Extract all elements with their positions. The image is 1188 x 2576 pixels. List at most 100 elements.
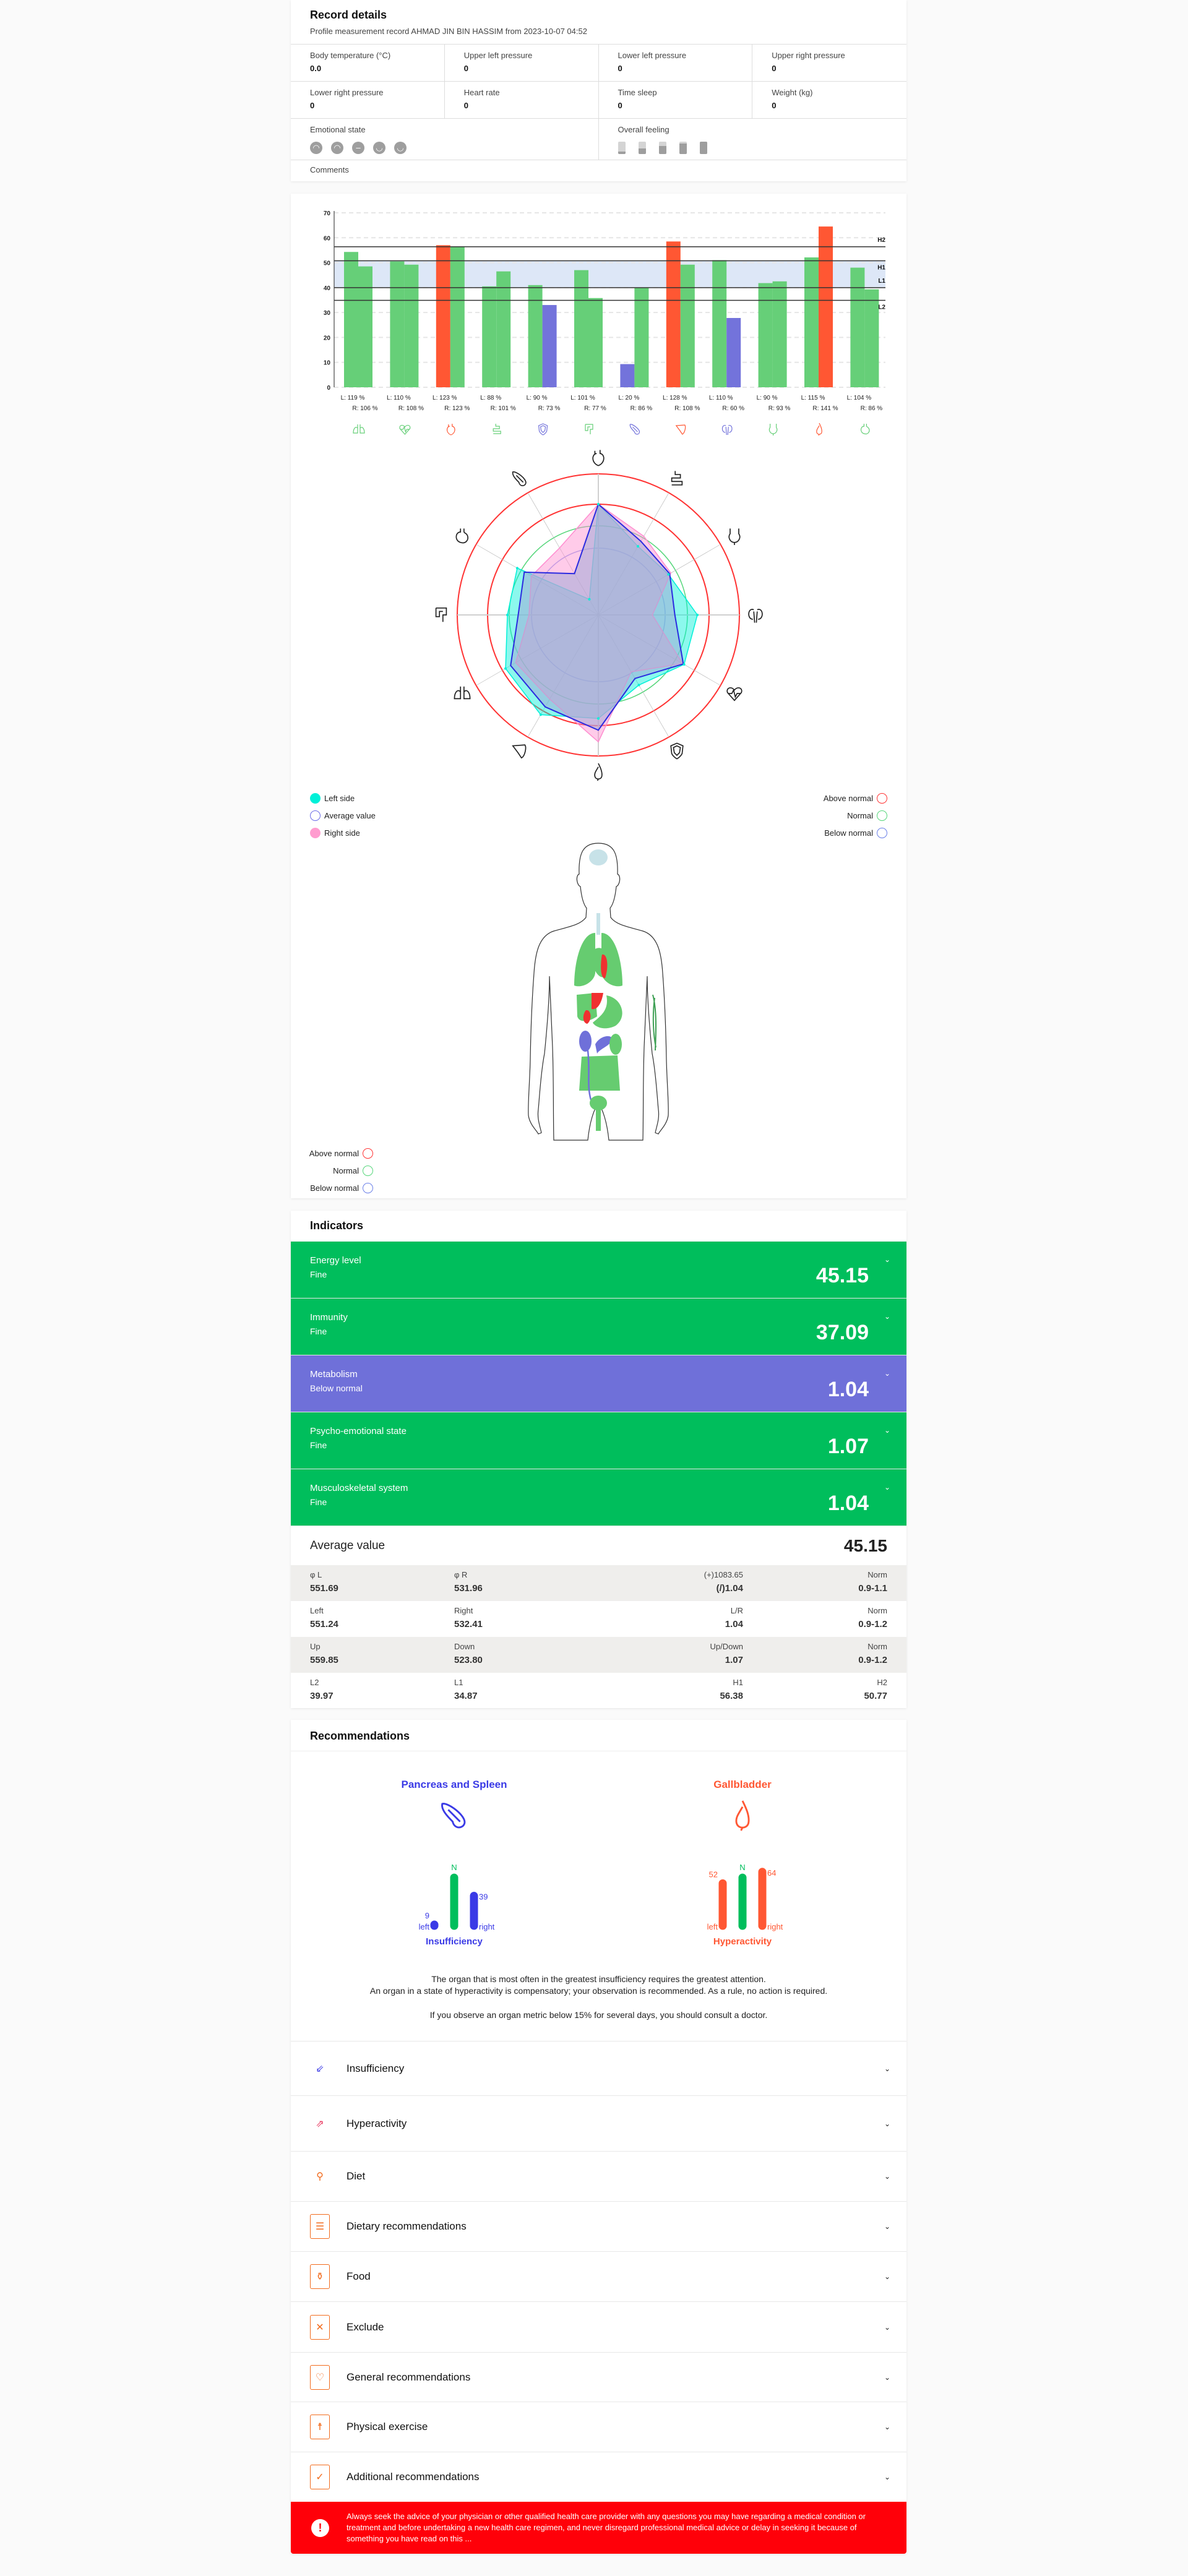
left-value: 52	[709, 1870, 718, 1879]
left-lung-organ	[574, 933, 595, 987]
smile-face-icon[interactable]: ◡	[373, 142, 385, 154]
stats-cell: L2 39.97	[310, 1678, 454, 1704]
average-value: 45.15	[843, 1535, 887, 1555]
chevron-down-icon[interactable]: ⌄	[884, 2322, 890, 2332]
pancreas-icon-path	[441, 1803, 466, 1829]
indicator-row[interactable]: Psycho-emotional state Fine 1.07 ⌄	[291, 1412, 906, 1469]
bar-right-label: R: 101 %	[491, 405, 516, 412]
stats-cell: Norm 0.9-1.2	[743, 1642, 887, 1668]
stats-value: 551.69	[310, 1583, 338, 1594]
left-label: left	[707, 1922, 718, 1931]
accordion-additional-recommendations[interactable]: ✓ Additional recommendations ⌄	[291, 2452, 906, 2502]
stats-value: 56.38	[720, 1691, 743, 1701]
lungs-icon	[454, 686, 471, 700]
field-value: 0	[772, 64, 777, 73]
trachea-organ	[596, 913, 600, 935]
indicator-row[interactable]: Energy level Fine 45.15 ⌄	[291, 1242, 906, 1299]
neutral-face-icon[interactable]: –	[352, 142, 364, 154]
chevron-down-icon[interactable]: ⌄	[884, 1483, 890, 1492]
bar-r	[450, 247, 465, 387]
accordion-hyperactivity[interactable]: ⇗ Hyperactivity ⌄	[291, 2095, 906, 2151]
very-sad-face-icon[interactable]: ◠	[310, 142, 322, 154]
radar-left-point	[597, 717, 600, 720]
legend-label: Below normal	[310, 1183, 359, 1193]
stats-label: Right	[454, 1606, 473, 1615]
field-value: 0	[310, 101, 315, 110]
bar-l	[528, 285, 543, 387]
accordion-exclude[interactable]: ✕ Exclude ⌄	[291, 2301, 906, 2352]
bar-left-label: L: 90 %	[527, 395, 548, 401]
accordion-physical-exercise[interactable]: ☨ Physical exercise ⌄	[291, 2402, 906, 2452]
radar-left-point	[682, 663, 686, 666]
battery-level-icon[interactable]	[699, 142, 707, 154]
chevron-down-icon[interactable]: ⌄	[884, 2473, 890, 2481]
sad-face-icon[interactable]: ◠	[331, 142, 343, 154]
bar-left-label: L: 110 %	[709, 395, 733, 401]
battery-level-icon[interactable]	[658, 142, 666, 154]
heart-rate-icon-path	[726, 687, 742, 702]
battery-level-icon[interactable]	[679, 142, 687, 154]
chevron-down-icon[interactable]: ⌄	[884, 2119, 890, 2128]
field-label: Upper left pressure	[463, 51, 533, 60]
pancreas-icon	[512, 471, 527, 486]
battery-level-icon[interactable]	[618, 142, 626, 154]
y-tick-label: 20	[324, 335, 331, 341]
pancreas-organ	[595, 1036, 613, 1054]
happy-face-icon[interactable]: ◡	[394, 142, 407, 154]
above-normal-swatch	[877, 792, 887, 804]
heart-rate-icon	[726, 687, 742, 702]
indicator-name: Musculoskeletal system	[310, 1483, 408, 1493]
chevron-down-icon[interactable]: ⌄	[884, 1255, 890, 1264]
chevron-down-icon[interactable]: ⌄	[884, 2222, 890, 2231]
stats-value: 39.97	[310, 1691, 334, 1701]
bar-right-label: R: 93 %	[768, 405, 791, 412]
field-value: 0.0	[310, 64, 322, 73]
accordion-insufficiency[interactable]: ⇙ Insufficiency ⌄	[291, 2041, 906, 2095]
chevron-down-icon[interactable]: ⌄	[884, 1426, 890, 1435]
large-intestine-icon	[585, 424, 593, 434]
chevron-down-icon[interactable]: ⌄	[884, 2064, 890, 2073]
stats-label: Up	[310, 1642, 321, 1651]
chevron-down-icon[interactable]: ⌄	[884, 1369, 890, 1378]
threshold-label: H1	[877, 264, 885, 271]
indicator-row[interactable]: Immunity Fine 37.09 ⌄	[291, 1299, 906, 1355]
accordion-dietary-recommendations[interactable]: ☰ Dietary recommendations ⌄	[291, 2201, 906, 2251]
stats-label: L2	[310, 1678, 319, 1687]
legend-left-side: Left side	[310, 792, 355, 804]
chevron-down-icon[interactable]: ⌄	[884, 2272, 890, 2281]
bar-right-label: R: 108 %	[398, 405, 424, 412]
accordion-general-recommendations[interactable]: ♡ General recommendations ⌄	[291, 2352, 906, 2402]
bar-right-label: R: 73 %	[538, 405, 561, 412]
chevron-down-icon[interactable]: ⌄	[884, 2372, 890, 2382]
pancreas-icon	[629, 424, 640, 435]
body-legend-below-normal: Below normal	[310, 1182, 373, 1194]
stats-label: L/R	[730, 1606, 743, 1615]
gallbladder-icon	[735, 1800, 750, 1831]
chevron-down-icon[interactable]: ⌄	[884, 2172, 890, 2181]
bar-left-label: L: 115 %	[801, 395, 825, 401]
right-value: 39	[479, 1892, 488, 1902]
stats-label: Left	[310, 1606, 324, 1615]
kidneys-icon-path	[721, 425, 733, 436]
stats-cell: Norm 0.9-1.1	[743, 1570, 887, 1596]
accordion-diet[interactable]: ⚲ Diet ⌄	[291, 2151, 906, 2201]
stats-value: (/)1.04	[716, 1583, 743, 1594]
accordion-food[interactable]: ⚱ Food ⌄	[291, 2251, 906, 2301]
y-tick-label: 30	[324, 310, 331, 317]
indicator-row[interactable]: Metabolism Below normal 1.04 ⌄	[291, 1355, 906, 1412]
organ-state: Hyperactivity	[713, 1936, 772, 1947]
small-intestine-icon-path	[493, 424, 501, 434]
indicator-name: Psycho-emotional state	[310, 1426, 407, 1436]
chevron-down-icon[interactable]: ⌄	[884, 1312, 890, 1321]
battery-level-icon[interactable]	[638, 142, 646, 154]
chevron-down-icon[interactable]: ⌄	[884, 2423, 890, 2431]
pancreas-icon	[441, 1803, 466, 1829]
indicator-row[interactable]: Musculoskeletal system Fine 1.04 ⌄	[291, 1469, 906, 1526]
radar-left-point	[637, 684, 640, 687]
stats-value: 50.77	[864, 1691, 887, 1701]
stats-cell: Left 551.24	[310, 1606, 454, 1632]
stats-value: 532.41	[454, 1619, 483, 1629]
accordion-label: General recommendations	[346, 2371, 471, 2383]
